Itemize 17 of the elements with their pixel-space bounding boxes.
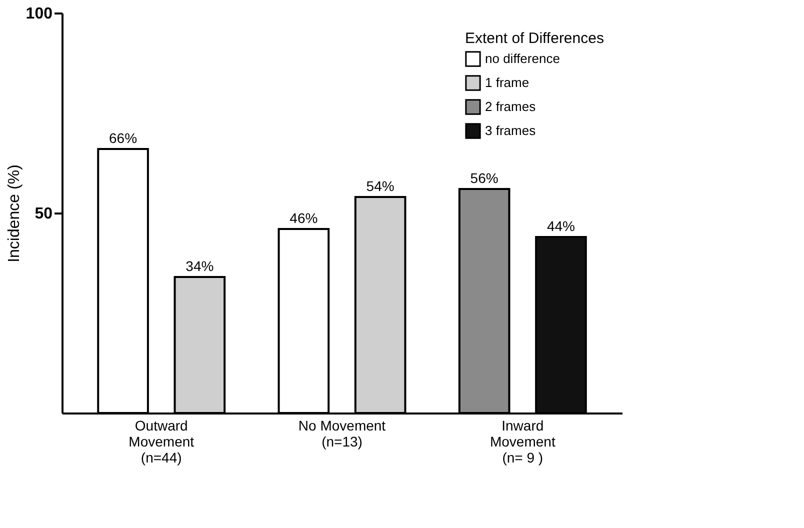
legend-label: 3 frames (485, 123, 536, 138)
data-label: 46% (290, 210, 318, 226)
legend-title: Extent of Differences (465, 30, 604, 47)
data-label: 34% (186, 258, 214, 274)
y-axis-title: Incidence (%) (6, 164, 23, 262)
data-label: 66% (109, 130, 138, 146)
data-label: 56% (470, 170, 498, 186)
legend-label: 2 frames (485, 99, 536, 114)
x-tick-label: No Movement (n=13) (298, 418, 386, 450)
legend-label: no difference (485, 51, 560, 66)
legend-label: 1 frame (485, 75, 530, 90)
y-tick-label: 50 (34, 206, 53, 222)
data-label: 44% (546, 218, 575, 234)
data-label: 54% (366, 178, 394, 194)
y-tick-label: 100 (26, 6, 53, 22)
x-tick-label: Inward Movement (n= 9 ) (490, 418, 556, 466)
x-tick-label: Outward Movement (n=44) (128, 418, 194, 466)
